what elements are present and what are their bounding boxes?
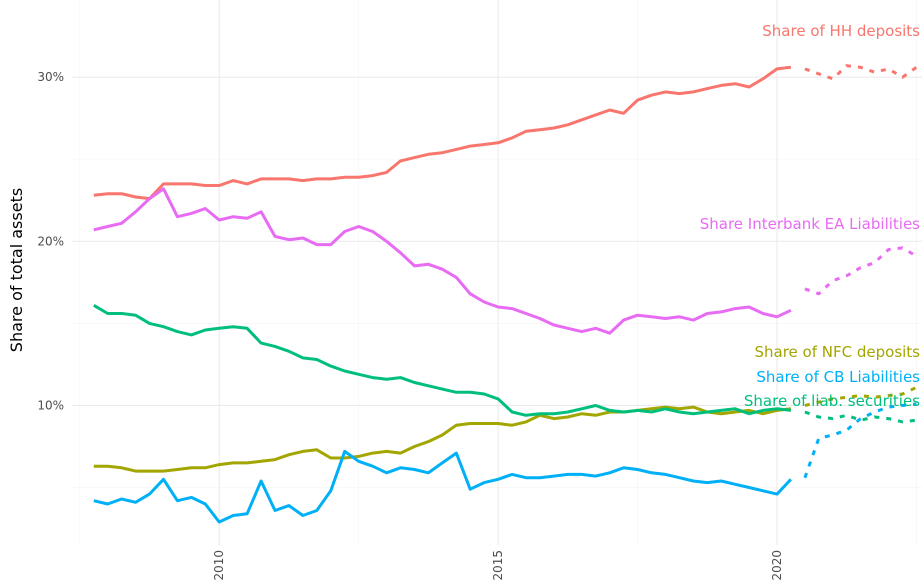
- series-line: [93, 65, 792, 201]
- y-tick-label: 20%: [37, 234, 64, 248]
- series-label: Share Interbank EA Liabilities: [700, 215, 920, 233]
- projection-line: [804, 246, 918, 296]
- series-label: Share of HH deposits: [762, 22, 920, 40]
- x-tick-label: 2015: [491, 550, 505, 581]
- x-tick-label: 2020: [770, 550, 784, 581]
- projection-line: [804, 64, 918, 81]
- x-tick-label: 2010: [212, 550, 226, 581]
- series-line: [93, 304, 792, 417]
- series-line: [93, 187, 792, 335]
- series-line: [93, 405, 792, 473]
- projection-line: [803, 402, 917, 479]
- series-label: Share of CB Liabilities: [756, 368, 920, 386]
- y-tick-label: 30%: [37, 70, 64, 84]
- series-label: Share of liab. securities: [744, 392, 920, 410]
- series-label: Share of NFC deposits: [755, 343, 921, 361]
- y-axis-title: Share of total assets: [7, 188, 26, 352]
- y-tick-label: 10%: [37, 398, 64, 412]
- series-line: [93, 449, 792, 524]
